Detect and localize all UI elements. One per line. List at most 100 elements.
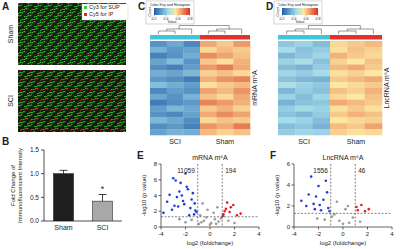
heatmap-cell xyxy=(183,94,200,100)
heatmap-cell xyxy=(330,106,348,112)
heatmap-cell xyxy=(330,129,348,135)
point xyxy=(168,193,171,196)
heatmap-cell xyxy=(167,94,184,100)
color-key-tick-label: 0.2 xyxy=(152,17,157,21)
color-key-title: Color Key and Histogram xyxy=(150,3,190,7)
heatmap-cell xyxy=(330,88,348,94)
x-tick xyxy=(210,227,211,230)
heatmap-cell xyxy=(295,106,313,112)
point xyxy=(206,208,209,211)
heatmap-cell xyxy=(278,47,296,53)
bar xyxy=(54,174,74,221)
point xyxy=(228,211,231,214)
heatmap-cell xyxy=(365,88,383,94)
y-tick xyxy=(292,206,295,207)
heatmap-cell xyxy=(365,59,383,65)
heatmap-cell xyxy=(217,100,234,106)
heatmap-cell xyxy=(295,123,313,129)
point xyxy=(323,218,326,221)
point xyxy=(305,205,308,208)
heatmap-cell xyxy=(233,100,250,106)
color-key-bar xyxy=(282,8,318,15)
point xyxy=(338,219,341,222)
y-tick-label: 4 xyxy=(287,182,291,188)
point xyxy=(325,180,328,183)
background xyxy=(0,0,400,249)
point xyxy=(326,191,329,194)
heatmap-cell xyxy=(347,106,365,112)
plot-area xyxy=(161,164,259,227)
heatmap-cell xyxy=(233,70,250,76)
point xyxy=(187,188,190,191)
heatmap-cell xyxy=(313,94,331,100)
column-group-bar xyxy=(150,35,200,40)
point xyxy=(233,222,236,225)
heatmap-cell xyxy=(365,112,383,118)
point xyxy=(198,223,201,226)
heatmap-cell xyxy=(150,112,167,118)
heatmap-cell xyxy=(217,41,234,47)
heatmap-cell xyxy=(330,47,348,53)
point xyxy=(178,218,181,221)
point xyxy=(348,222,351,225)
heatmap-cell xyxy=(330,117,348,123)
color-key-tick-label: 0.8 xyxy=(188,17,193,21)
heatmap-cell xyxy=(217,65,234,71)
heatmap-cell xyxy=(313,65,331,71)
point xyxy=(355,206,358,209)
heatmap-cell xyxy=(200,100,217,106)
heatmap-cells xyxy=(150,41,250,135)
heatmap-cell xyxy=(167,76,184,82)
dendrogram xyxy=(339,29,374,34)
heatmap-cell xyxy=(150,70,167,76)
column-group-label: Sham xyxy=(216,138,234,145)
x-tick xyxy=(318,227,319,230)
heatmap-cell xyxy=(233,129,250,135)
heatmap-cell xyxy=(200,76,217,82)
array-image xyxy=(18,70,126,132)
heatmap-cell xyxy=(183,117,200,123)
count-annotation: 46 xyxy=(358,167,366,174)
color-key-tick-label: 0.8 xyxy=(316,17,321,21)
heatmap-cell xyxy=(347,82,365,88)
heatmap-cell xyxy=(365,47,383,53)
y-tick-label: 6 xyxy=(287,161,291,167)
point xyxy=(193,213,196,216)
heatmap-cell xyxy=(295,129,313,135)
dendrogram xyxy=(308,26,360,30)
legend-label: Cy5 for IP xyxy=(89,11,114,17)
heatmap-cell xyxy=(183,100,200,106)
x-tick xyxy=(343,227,344,230)
array-image xyxy=(18,3,126,65)
column-group-bar xyxy=(278,35,330,40)
point xyxy=(312,203,315,206)
y-tick xyxy=(159,211,162,212)
heatmap-cell xyxy=(295,41,313,47)
heatmap-cell xyxy=(295,76,313,82)
heatmap-cell xyxy=(183,112,200,118)
heatmap-cell xyxy=(150,100,167,106)
point xyxy=(236,214,239,217)
heatmap-cell xyxy=(347,53,365,59)
x-tick-label: -2 xyxy=(316,231,322,237)
point xyxy=(310,175,313,178)
y-axis xyxy=(294,164,295,227)
heatmap-cell xyxy=(233,41,250,47)
point xyxy=(318,204,321,207)
heatmap-cell xyxy=(278,94,296,100)
row-label: mRNA m⁶A xyxy=(251,70,258,106)
bars xyxy=(54,170,113,221)
legend-swatch xyxy=(84,6,87,9)
panel-label: C xyxy=(138,1,145,12)
heatmap-cell xyxy=(330,123,348,129)
column-group-label: SCI xyxy=(298,138,310,145)
heatmap-cell xyxy=(295,94,313,100)
point xyxy=(315,195,318,198)
heatmap-cell xyxy=(233,47,250,53)
y-tick xyxy=(41,221,44,222)
heatmap-cell xyxy=(295,117,313,123)
x-tick-label: 0 xyxy=(208,231,212,237)
heatmap-cell xyxy=(278,100,296,106)
heatmap-cell xyxy=(313,106,331,112)
y-tick xyxy=(292,185,295,186)
